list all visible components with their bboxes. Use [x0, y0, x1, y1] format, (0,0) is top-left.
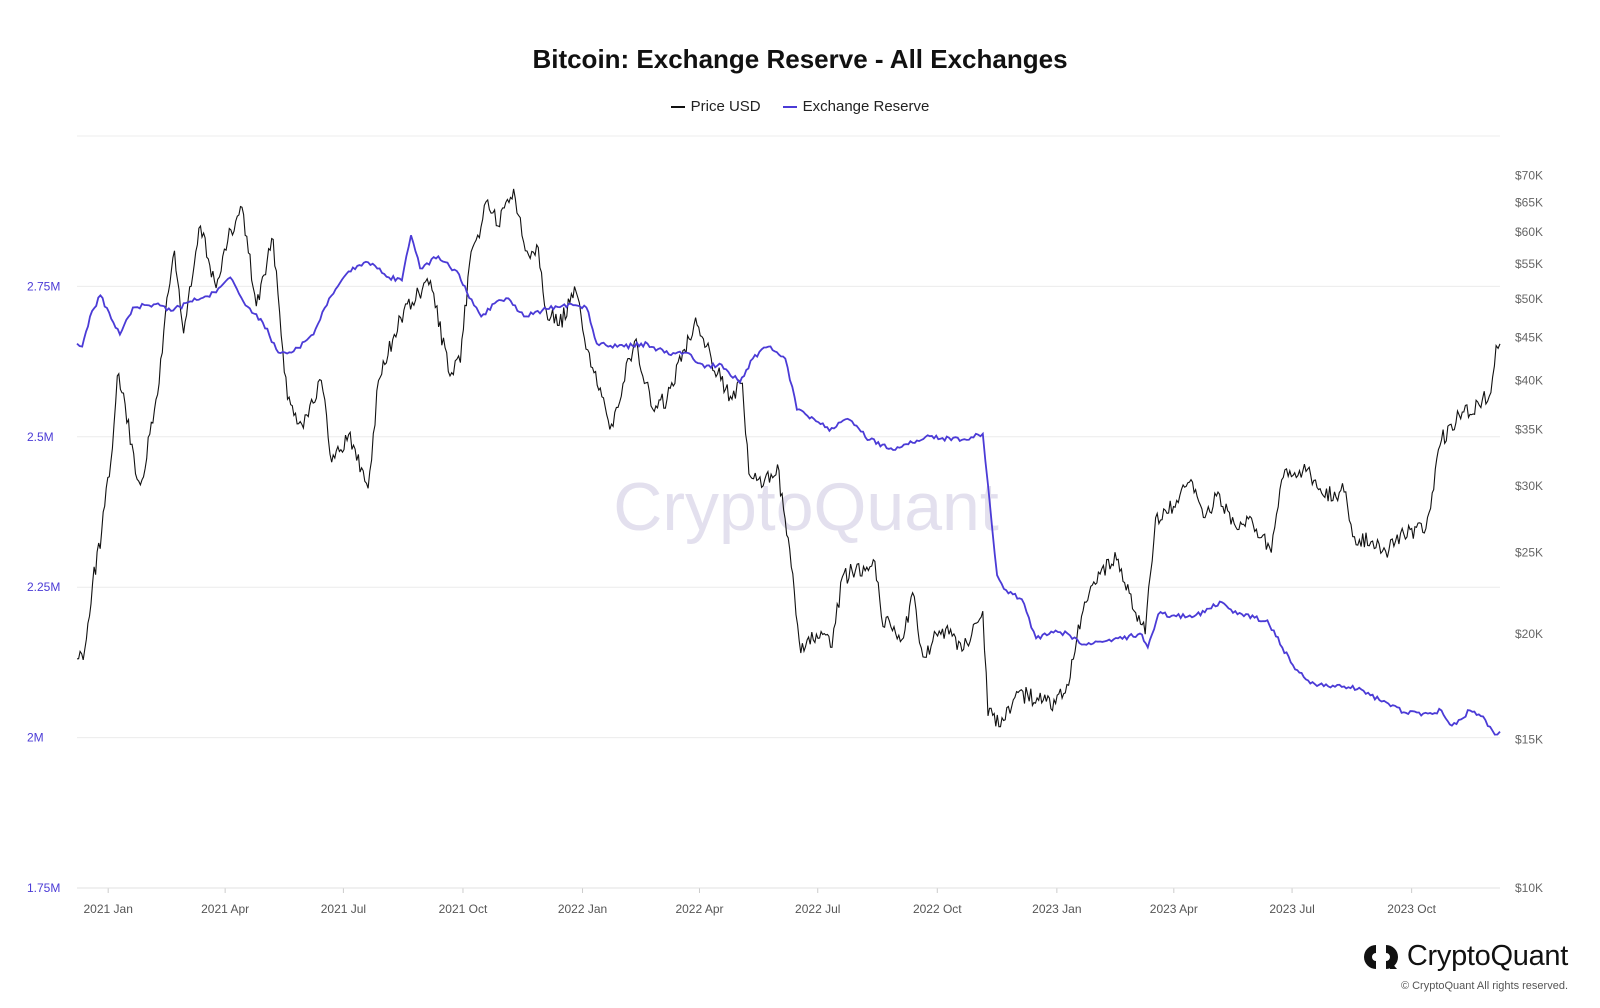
- y-right-tick-label: $25K: [1515, 546, 1543, 560]
- x-tick-label: 2021 Jan: [83, 902, 132, 916]
- x-tick-label: 2023 Apr: [1150, 902, 1198, 916]
- y-right-tick-label: $10K: [1515, 881, 1543, 895]
- y-right-tick-label: $35K: [1515, 422, 1543, 436]
- y-left-tick-label: 2.5M: [27, 430, 54, 444]
- cryptoquant-logo-icon: [1363, 944, 1398, 969]
- y-left-tick-label: 2M: [27, 731, 44, 745]
- x-axis: 2021 Jan 2021 Apr 2021 Jul 2021 Oct 2022 Jan…: [77, 887, 1500, 916]
- x-tick-label: 2023 Oct: [1387, 902, 1436, 916]
- y-right-tick-label: $20K: [1515, 627, 1543, 641]
- legend-label-reserve: Exchange Reserve: [802, 98, 930, 115]
- legend-swatch-price: [670, 105, 685, 108]
- brand-logo: CryptoQuant: [1363, 940, 1568, 973]
- legend-item-price[interactable]: Price USD: [670, 98, 761, 115]
- chart-title: Bitcoin: Exchange Reserve - All Exchange…: [532, 44, 1068, 74]
- x-tick-label: 2021 Oct: [439, 902, 488, 916]
- y-right-tick-label: $55K: [1515, 257, 1543, 271]
- x-tick-label: 2021 Apr: [201, 902, 249, 916]
- brand-name: CryptoQuant: [1406, 940, 1568, 972]
- x-tick-label: 2022 Jan: [558, 902, 607, 916]
- legend-swatch-reserve: [782, 105, 797, 108]
- watermark-text: CryptoQuant: [613, 469, 999, 545]
- x-tick-label: 2022 Jul: [795, 902, 840, 916]
- legend-label-price: Price USD: [690, 98, 761, 115]
- series-line-price: [76, 188, 1501, 728]
- chart-legend: Price USD Exchange Reserve: [0, 98, 1600, 115]
- y-left-tick-label: 2.25M: [27, 580, 60, 594]
- x-tick-label: 2022 Apr: [675, 902, 723, 916]
- y-left-tick-label: 2.75M: [27, 279, 60, 293]
- y-right-tick-label: $70K: [1515, 169, 1543, 183]
- x-tick-label: 2023 Jan: [1032, 902, 1081, 916]
- y-right-tick-label: $60K: [1515, 225, 1543, 239]
- series-line-exchange-reserve: [76, 235, 1501, 736]
- y-right-tick-label: $45K: [1515, 330, 1543, 344]
- legend-item-reserve[interactable]: Exchange Reserve: [782, 98, 930, 115]
- left-y-axis: 1.75M 2M 2.25M 2.5M 2.75M: [27, 279, 60, 895]
- y-right-tick-label: $15K: [1515, 733, 1543, 747]
- x-tick-label: 2023 Jul: [1269, 902, 1314, 916]
- copyright-text: © CryptoQuant All rights reserved.: [1400, 980, 1568, 992]
- y-right-tick-label: $40K: [1515, 373, 1543, 387]
- y-right-tick-label: $50K: [1515, 292, 1543, 306]
- y-right-tick-label: $65K: [1515, 196, 1543, 210]
- right-y-axis: $10K $15K $20K $25K $30K $35K $40K $45K $50K $55K…: [1515, 169, 1543, 895]
- x-tick-label: 2021 Jul: [321, 902, 366, 916]
- x-tick-label: 2022 Oct: [913, 902, 962, 916]
- y-left-tick-label: 1.75M: [27, 881, 60, 895]
- y-right-tick-label: $30K: [1515, 479, 1543, 493]
